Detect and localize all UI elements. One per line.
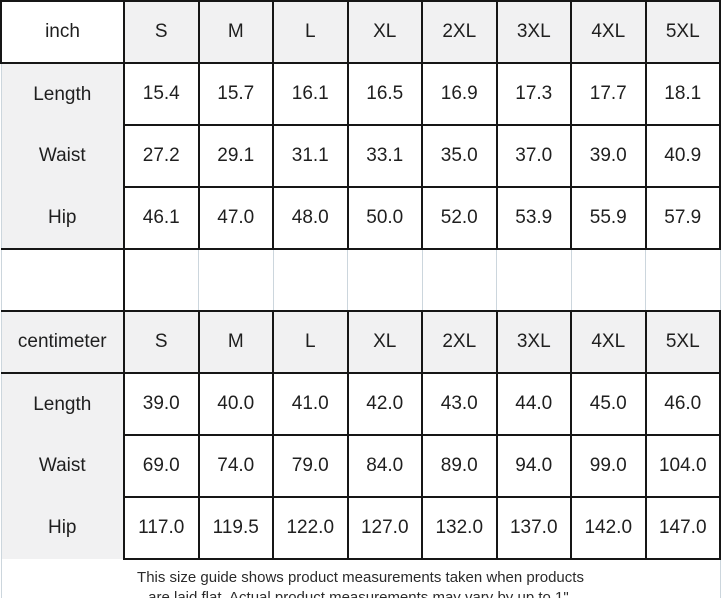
measurement-value-cell: 37.0 [495, 124, 572, 188]
measurement-value-cell: 40.0 [197, 372, 274, 436]
measurement-label-cell: Hip [1, 187, 124, 249]
measurement-value-cell: 39.0 [570, 124, 647, 188]
measurement-value-cell: 50.0 [346, 186, 423, 250]
measurement-value-cell: 74.0 [197, 434, 274, 498]
size-header-cell: 5XL [644, 310, 721, 374]
size-header-cell: L [272, 310, 349, 374]
size-header-cell: 2XL [421, 310, 498, 374]
measurement-value-cell: 40.9 [644, 124, 721, 188]
measurement-value-cell: 53.9 [495, 186, 572, 250]
size-header-cell: 5XL [644, 0, 721, 64]
unit-header-cell: inch [0, 0, 125, 64]
measurement-value-cell: 17.7 [570, 62, 647, 126]
spacer-cell [1, 248, 125, 312]
measurement-label-cell: Waist [1, 125, 124, 187]
measurement-value-cell: 47.0 [197, 186, 274, 250]
spacer-cell [272, 248, 348, 312]
spacer-cell [570, 248, 646, 312]
measurement-value-cell: 48.0 [272, 186, 349, 250]
section-header-row: centimeter S M L XL 2XL 3XL 4XL 5XL [1, 310, 721, 374]
measurement-value-cell: 45.0 [570, 372, 647, 436]
measurement-value-cell: 43.0 [421, 372, 498, 436]
measurement-value-cell: 69.0 [123, 434, 200, 498]
measurement-value-cell: 15.7 [197, 62, 274, 126]
measurement-value-cell: 35.0 [421, 124, 498, 188]
measurement-value-cell: 16.9 [421, 62, 498, 126]
size-guide-rows: inch S M L XL 2XL 3XL 4XL 5XL Length 15.4 15.7 16.1 1… [0, 0, 721, 560]
size-header-cell: 2XL [421, 0, 498, 64]
measurement-value-cell: 16.5 [346, 62, 423, 126]
measurement-value-cell: 18.1 [644, 62, 721, 126]
measurement-value-cell: 147.0 [644, 496, 721, 560]
footnote-line-1: This size guide shows product measuremen… [137, 569, 584, 586]
size-header-cell: L [272, 0, 349, 64]
measurement-value-cell: 79.0 [272, 434, 349, 498]
measurement-value-cell: 31.1 [272, 124, 349, 188]
measurement-value-cell: 29.1 [197, 124, 274, 188]
spacer-cell [496, 248, 572, 312]
spacer-cell [347, 248, 423, 312]
measurement-value-cell: 117.0 [123, 496, 200, 560]
size-header-cell: 3XL [495, 310, 572, 374]
measurement-row: Hip 46.1 47.0 48.0 50.0 52.0 53.9 55.9 57.9 [1, 186, 721, 250]
section-header-row: inch S M L XL 2XL 3XL 4XL 5XL [0, 0, 721, 64]
measurement-label-cell: Waist [1, 435, 124, 497]
spacer-cell [198, 248, 274, 312]
measurement-value-cell: 44.0 [495, 372, 572, 436]
spacer-row [1, 248, 721, 312]
measurement-value-cell: 55.9 [570, 186, 647, 250]
measurement-value-cell: 104.0 [644, 434, 721, 498]
size-header-cell: 4XL [570, 0, 647, 64]
size-header-cell: 4XL [570, 310, 647, 374]
spacer-cell [645, 248, 721, 312]
measurement-value-cell: 16.1 [272, 62, 349, 126]
measurement-row: Waist 69.0 74.0 79.0 84.0 89.0 94.0 99.0 104.0 [1, 434, 721, 498]
measurement-value-cell: 39.0 [123, 372, 200, 436]
measurement-value-cell: 42.0 [346, 372, 423, 436]
measurement-value-cell: 33.1 [346, 124, 423, 188]
measurement-value-cell: 15.4 [123, 62, 200, 126]
measurement-label-cell: Hip [1, 497, 124, 559]
size-header-cell: S [123, 0, 200, 64]
measurement-value-cell: 57.9 [644, 186, 721, 250]
measurement-value-cell: 41.0 [272, 372, 349, 436]
measurement-value-cell: 122.0 [272, 496, 349, 560]
measurement-value-cell: 84.0 [346, 434, 423, 498]
size-header-cell: S [123, 310, 200, 374]
measurement-value-cell: 52.0 [421, 186, 498, 250]
measurement-value-cell: 99.0 [570, 434, 647, 498]
measurement-value-cell: 46.0 [644, 372, 721, 436]
size-header-cell: XL [346, 0, 423, 64]
spacer-cell [123, 248, 199, 312]
size-header-cell: XL [346, 310, 423, 374]
size-header-cell: 3XL [495, 0, 572, 64]
measurement-row: Length 15.4 15.7 16.1 16.5 16.9 17.3 17.7 18.1 [1, 62, 721, 126]
measurement-value-cell: 119.5 [197, 496, 274, 560]
spacer-cell [421, 248, 497, 312]
measurement-value-cell: 137.0 [495, 496, 572, 560]
size-header-cell: M [197, 0, 274, 64]
measurement-label-cell: Length [1, 373, 124, 435]
size-guide-footnote: This size guide shows product measuremen… [1, 559, 720, 598]
measurement-value-cell: 132.0 [421, 496, 498, 560]
measurement-value-cell: 46.1 [123, 186, 200, 250]
footnote-row: This size guide shows product measuremen… [1, 559, 720, 598]
measurement-value-cell: 89.0 [421, 434, 498, 498]
measurement-value-cell: 17.3 [495, 62, 572, 126]
measurement-row: Length 39.0 40.0 41.0 42.0 43.0 44.0 45.0 46.0 [1, 372, 721, 436]
size-header-cell: M [197, 310, 274, 374]
measurement-value-cell: 27.2 [123, 124, 200, 188]
unit-header-cell: centimeter [1, 310, 125, 374]
measurement-value-cell: 142.0 [570, 496, 647, 560]
measurement-value-cell: 94.0 [495, 434, 572, 498]
footnote-line-2: are laid flat. Actual product measuremen… [148, 589, 573, 598]
measurement-label-cell: Length [1, 63, 124, 125]
measurement-row: Waist 27.2 29.1 31.1 33.1 35.0 37.0 39.0 40.9 [1, 124, 721, 188]
measurement-row: Hip 117.0 119.5 122.0 127.0 132.0 137.0 142.0 14… [1, 496, 721, 560]
measurement-value-cell: 127.0 [346, 496, 423, 560]
